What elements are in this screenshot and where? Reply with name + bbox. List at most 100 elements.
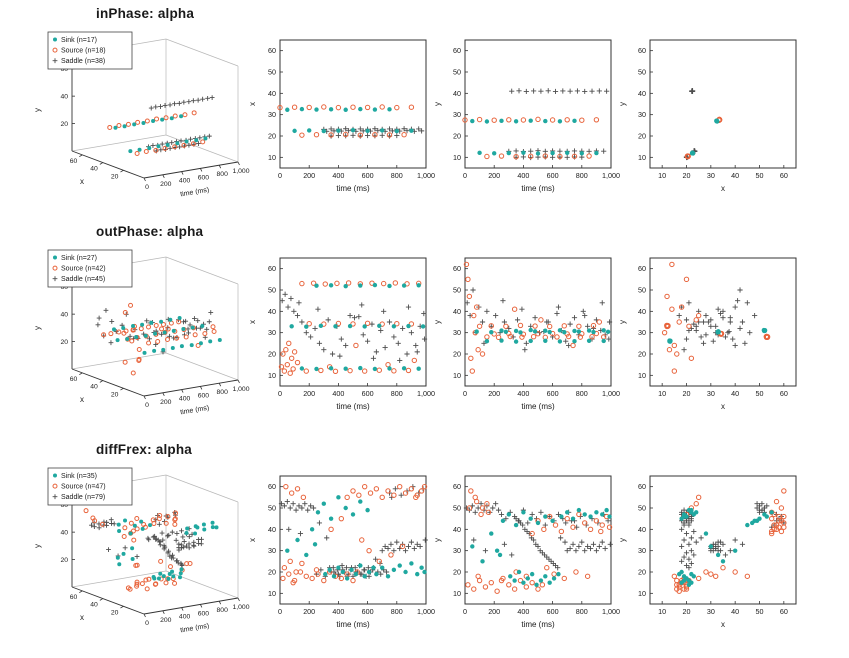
legend: Sink (n=35) Source (n=47) Saddle (n=79): [47, 467, 133, 506]
svg-text:800: 800: [217, 389, 229, 396]
svg-text:60: 60: [60, 502, 68, 509]
svg-text:y: y: [618, 102, 627, 106]
svg-text:x: x: [721, 620, 725, 629]
difffrex-x-vs-time-panel: 0 200 400 600 800 1,000 10 20 30 40 50 60 time (ms) x: [248, 475, 435, 629]
svg-text:20: 20: [453, 568, 461, 577]
svg-text:60: 60: [638, 46, 646, 55]
svg-text:20: 20: [683, 607, 691, 616]
svg-text:30: 30: [268, 546, 276, 555]
svg-text:20: 20: [683, 171, 691, 180]
svg-text:800: 800: [576, 389, 588, 398]
inphase-3d-scatter-panel: 0 200 400 600 800 1,000 20 40 60 20 40 60 y x time (ms…: [33, 31, 250, 198]
svg-text:20: 20: [60, 339, 68, 346]
svg-text:Saddle (n=45): Saddle (n=45): [61, 276, 105, 283]
svg-text:60: 60: [70, 594, 78, 601]
svg-text:10: 10: [268, 153, 276, 162]
svg-text:10: 10: [453, 153, 461, 162]
outphase-y-vs-time-panel: 0 200 400 600 800 1,000 10 20 30 40 50 60 time (ms) y: [433, 257, 620, 411]
svg-text:50: 50: [268, 286, 276, 295]
svg-text:60: 60: [780, 389, 788, 398]
svg-text:40: 40: [453, 89, 461, 98]
svg-text:y: y: [433, 102, 442, 106]
inphase-x-vs-time-panel: 0 200 400 600 800 1,000 10 20 30 40 50 60 time (ms) x: [248, 39, 435, 193]
svg-text:40: 40: [90, 602, 98, 609]
svg-text:30: 30: [707, 171, 715, 180]
svg-text:time (ms): time (ms): [521, 184, 555, 193]
svg-text:Source (n=42): Source (n=42): [61, 266, 106, 273]
svg-text:400: 400: [517, 171, 529, 180]
svg-text:y: y: [618, 538, 627, 542]
svg-text:40: 40: [60, 94, 68, 101]
svg-text:60: 60: [268, 264, 276, 273]
svg-text:x: x: [721, 402, 725, 411]
svg-text:10: 10: [658, 171, 666, 180]
svg-text:x: x: [248, 102, 257, 106]
row-difffrex: diffFrex: alpha 0 200 400 600 800 1,000 20 40 60…: [0, 440, 849, 658]
svg-text:Source (n=47): Source (n=47): [61, 484, 106, 491]
svg-text:400: 400: [332, 607, 344, 616]
svg-text:y: y: [33, 544, 42, 548]
inphase-y-vs-x-panel: 10 20 30 40 50 60 10 20 30 40 50 60 x y: [618, 39, 797, 193]
svg-text:200: 200: [303, 607, 315, 616]
svg-text:0: 0: [145, 402, 149, 409]
svg-text:1,000: 1,000: [602, 389, 620, 398]
svg-text:20: 20: [268, 568, 276, 577]
row-title-inphase: inPhase: alpha: [96, 6, 195, 21]
svg-text:60: 60: [60, 66, 68, 73]
svg-text:Sink (n=27): Sink (n=27): [61, 255, 97, 262]
svg-text:20: 20: [683, 389, 691, 398]
svg-text:400: 400: [179, 396, 191, 403]
svg-text:time (ms): time (ms): [180, 623, 210, 635]
svg-text:40: 40: [731, 607, 739, 616]
svg-text:10: 10: [453, 589, 461, 598]
svg-text:400: 400: [179, 614, 191, 621]
svg-text:y: y: [433, 538, 442, 542]
svg-text:0: 0: [278, 171, 282, 180]
svg-text:50: 50: [756, 607, 764, 616]
svg-text:60: 60: [268, 482, 276, 491]
outphase-x-vs-time-panel: 0 200 400 600 800 1,000 10 20 30 40 50 60 time (ms) x: [248, 257, 435, 411]
difffrex-y-vs-time-panel: 0 200 400 600 800 1,000 10 20 30 40 50 60 time (ms) y: [433, 475, 620, 629]
svg-text:20: 20: [268, 350, 276, 359]
svg-text:50: 50: [268, 504, 276, 513]
svg-text:y: y: [433, 320, 442, 324]
svg-text:20: 20: [453, 132, 461, 141]
svg-text:200: 200: [488, 171, 500, 180]
svg-text:x: x: [80, 177, 84, 186]
row-title-difffrex: diffFrex: alpha: [96, 442, 193, 457]
inphase-y-vs-time-panel: 0 200 400 600 800 1,000 10 20 30 40 50 60 time (ms) y: [433, 39, 620, 193]
svg-text:40: 40: [638, 525, 646, 534]
svg-text:200: 200: [488, 607, 500, 616]
outphase-y-vs-x-panel: 10 20 30 40 50 60 10 20 30 40 50 60 x y: [618, 257, 797, 411]
svg-text:60: 60: [70, 158, 78, 165]
svg-text:800: 800: [391, 171, 403, 180]
svg-text:time (ms): time (ms): [336, 402, 370, 411]
svg-text:50: 50: [453, 504, 461, 513]
svg-text:20: 20: [60, 121, 68, 128]
svg-text:30: 30: [638, 110, 646, 119]
svg-text:x: x: [248, 320, 257, 324]
svg-text:y: y: [33, 108, 42, 112]
svg-text:600: 600: [198, 392, 210, 399]
svg-text:40: 40: [453, 307, 461, 316]
svg-text:800: 800: [391, 389, 403, 398]
svg-text:60: 60: [638, 264, 646, 273]
svg-text:20: 20: [111, 391, 119, 398]
svg-text:50: 50: [268, 68, 276, 77]
svg-text:Source (n=18): Source (n=18): [61, 48, 106, 55]
svg-text:400: 400: [179, 178, 191, 185]
svg-text:40: 40: [638, 89, 646, 98]
svg-text:time (ms): time (ms): [521, 620, 555, 629]
svg-text:30: 30: [453, 110, 461, 119]
svg-text:60: 60: [638, 482, 646, 491]
svg-text:20: 20: [638, 132, 646, 141]
svg-text:40: 40: [268, 525, 276, 534]
svg-text:600: 600: [547, 171, 559, 180]
svg-text:0: 0: [278, 607, 282, 616]
svg-text:600: 600: [198, 610, 210, 617]
svg-text:600: 600: [547, 607, 559, 616]
svg-text:30: 30: [453, 546, 461, 555]
svg-text:Sink (n=35): Sink (n=35): [61, 473, 97, 480]
svg-text:600: 600: [362, 171, 374, 180]
svg-text:30: 30: [268, 328, 276, 337]
